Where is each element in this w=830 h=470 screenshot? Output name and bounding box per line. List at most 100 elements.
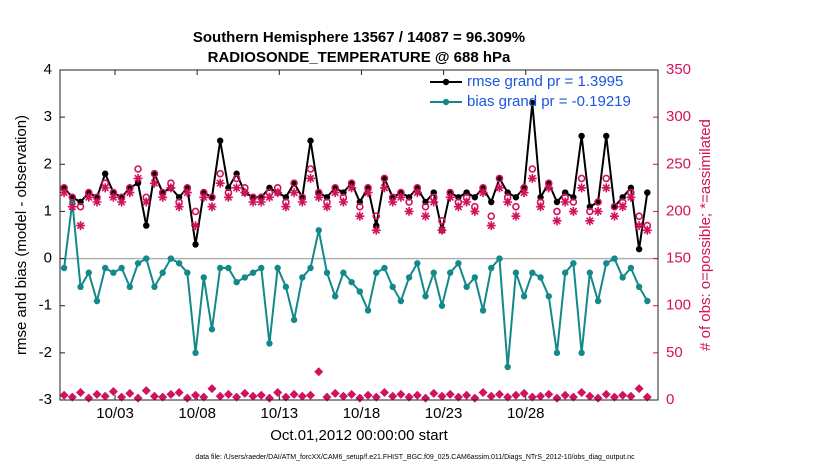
point — [528, 165, 537, 173]
point — [603, 260, 610, 267]
point — [487, 212, 496, 220]
point — [504, 363, 511, 371]
point — [117, 392, 127, 402]
point — [223, 389, 233, 399]
point — [388, 197, 398, 207]
point — [463, 283, 470, 291]
point — [405, 274, 413, 281]
point — [126, 283, 134, 291]
point — [208, 326, 216, 333]
point — [184, 184, 191, 192]
point — [182, 188, 192, 198]
point — [340, 269, 347, 276]
point — [143, 222, 150, 229]
point — [290, 179, 298, 187]
point — [282, 283, 290, 291]
point — [453, 392, 463, 402]
point — [85, 189, 92, 196]
point — [446, 189, 454, 196]
point — [150, 169, 159, 178]
point — [159, 269, 166, 276]
point — [314, 192, 324, 202]
point — [249, 269, 257, 276]
point — [149, 391, 159, 401]
point — [536, 391, 546, 401]
point — [626, 192, 636, 202]
point — [125, 388, 135, 398]
legend-label: bias grand pr = -0.19219 — [467, 93, 631, 110]
point — [101, 264, 109, 272]
point — [67, 202, 77, 212]
point — [380, 174, 389, 183]
point — [560, 390, 570, 400]
point — [266, 340, 273, 347]
legend-marker — [442, 78, 450, 86]
point — [494, 389, 504, 399]
point — [174, 387, 184, 397]
x-tick-label: 10/03 — [96, 405, 134, 422]
point — [594, 198, 602, 206]
footnote: data file: /Users/raeder/DAI/ATM_forcXX/… — [195, 454, 635, 461]
y-tick-label: 3 — [44, 108, 52, 125]
point — [371, 392, 381, 402]
y2-tick-label: 150 — [666, 250, 691, 267]
point — [602, 174, 611, 183]
x-tick-label: 10/23 — [425, 405, 463, 422]
point — [59, 188, 69, 198]
x-axis-label: Oct.01,2012 00:00:00 start — [270, 427, 448, 444]
point — [159, 189, 166, 196]
y2-tick-label: 250 — [666, 155, 691, 172]
point — [594, 198, 602, 206]
point — [314, 367, 324, 377]
point — [232, 183, 242, 193]
point — [527, 392, 537, 402]
point — [601, 389, 611, 399]
point — [306, 390, 316, 400]
point — [101, 170, 109, 177]
point — [453, 202, 463, 212]
point — [570, 260, 577, 267]
point — [215, 178, 225, 188]
point — [594, 297, 602, 305]
point — [330, 188, 340, 198]
point — [158, 192, 168, 202]
point — [634, 384, 644, 394]
point — [610, 202, 619, 211]
point — [126, 184, 134, 192]
point — [216, 264, 224, 272]
point — [569, 198, 578, 206]
point — [527, 173, 537, 183]
point — [76, 387, 86, 397]
point — [529, 269, 536, 276]
point — [642, 225, 652, 235]
point — [306, 173, 316, 183]
point — [585, 216, 595, 226]
point — [297, 391, 307, 401]
point — [397, 189, 405, 196]
y-tick-label: -1 — [39, 297, 52, 314]
point — [92, 197, 102, 207]
point — [290, 316, 298, 324]
point — [281, 202, 291, 212]
point — [568, 206, 578, 216]
point — [478, 387, 488, 397]
point — [67, 392, 77, 402]
point — [445, 192, 455, 202]
point — [397, 297, 405, 305]
point — [586, 207, 594, 216]
y-tick-label: 2 — [44, 155, 52, 172]
point — [241, 274, 249, 281]
point — [290, 179, 298, 187]
point — [503, 197, 513, 207]
point — [512, 194, 520, 201]
point — [421, 202, 430, 211]
point — [348, 179, 355, 187]
point — [175, 260, 183, 267]
point — [495, 174, 504, 183]
point — [322, 392, 332, 402]
point — [437, 391, 447, 401]
point — [110, 189, 117, 196]
point — [215, 391, 225, 401]
point — [76, 202, 85, 211]
point — [503, 392, 513, 402]
